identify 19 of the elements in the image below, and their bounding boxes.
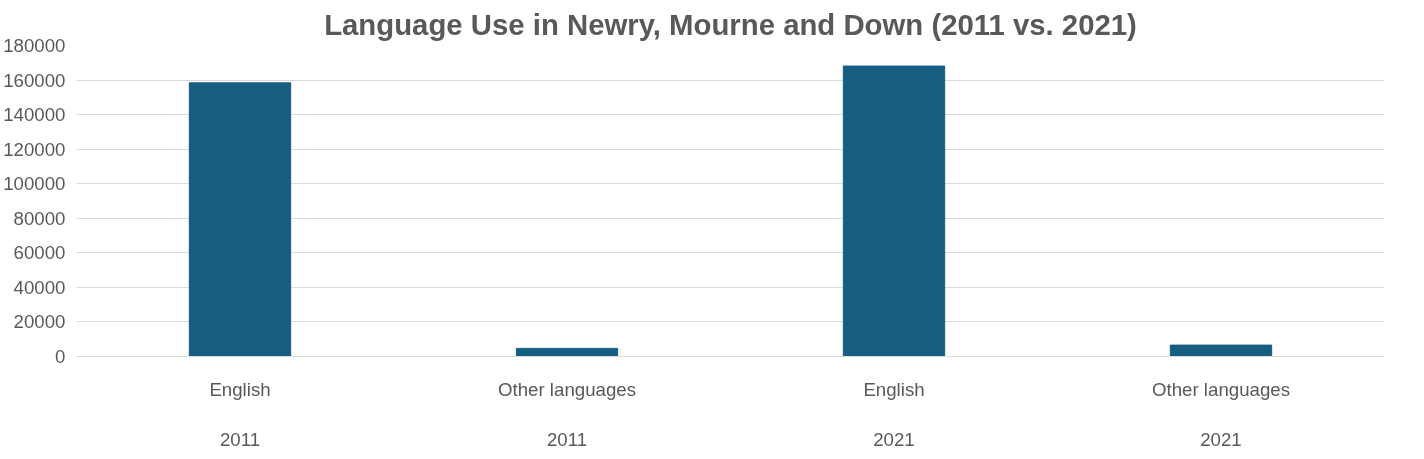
y-tick-label: 160000 [3,69,66,91]
bar [842,65,946,357]
bar [515,347,619,357]
bar [188,82,292,357]
y-tick-label: 140000 [3,104,66,126]
y-tick-label: 80000 [13,207,66,229]
category-label: Other languages 2011 [498,378,636,450]
y-tick-label: 100000 [3,173,66,195]
y-tick-label: 60000 [13,242,66,264]
category-label: English 2021 [863,378,925,450]
y-tick-label: 20000 [13,311,66,333]
y-tick-label: 0 [55,346,66,367]
category-label: Other languages 2021 [1152,378,1290,450]
category-label: English 2011 [209,378,271,450]
chart-title: Language Use in Newry, Mourne and Down (2011 vs. 2021) [324,7,1137,41]
y-tick-label: 120000 [3,138,66,160]
y-tick-label: 180000 [3,35,66,56]
bar [1169,344,1273,357]
y-tick-label: 40000 [13,276,66,298]
